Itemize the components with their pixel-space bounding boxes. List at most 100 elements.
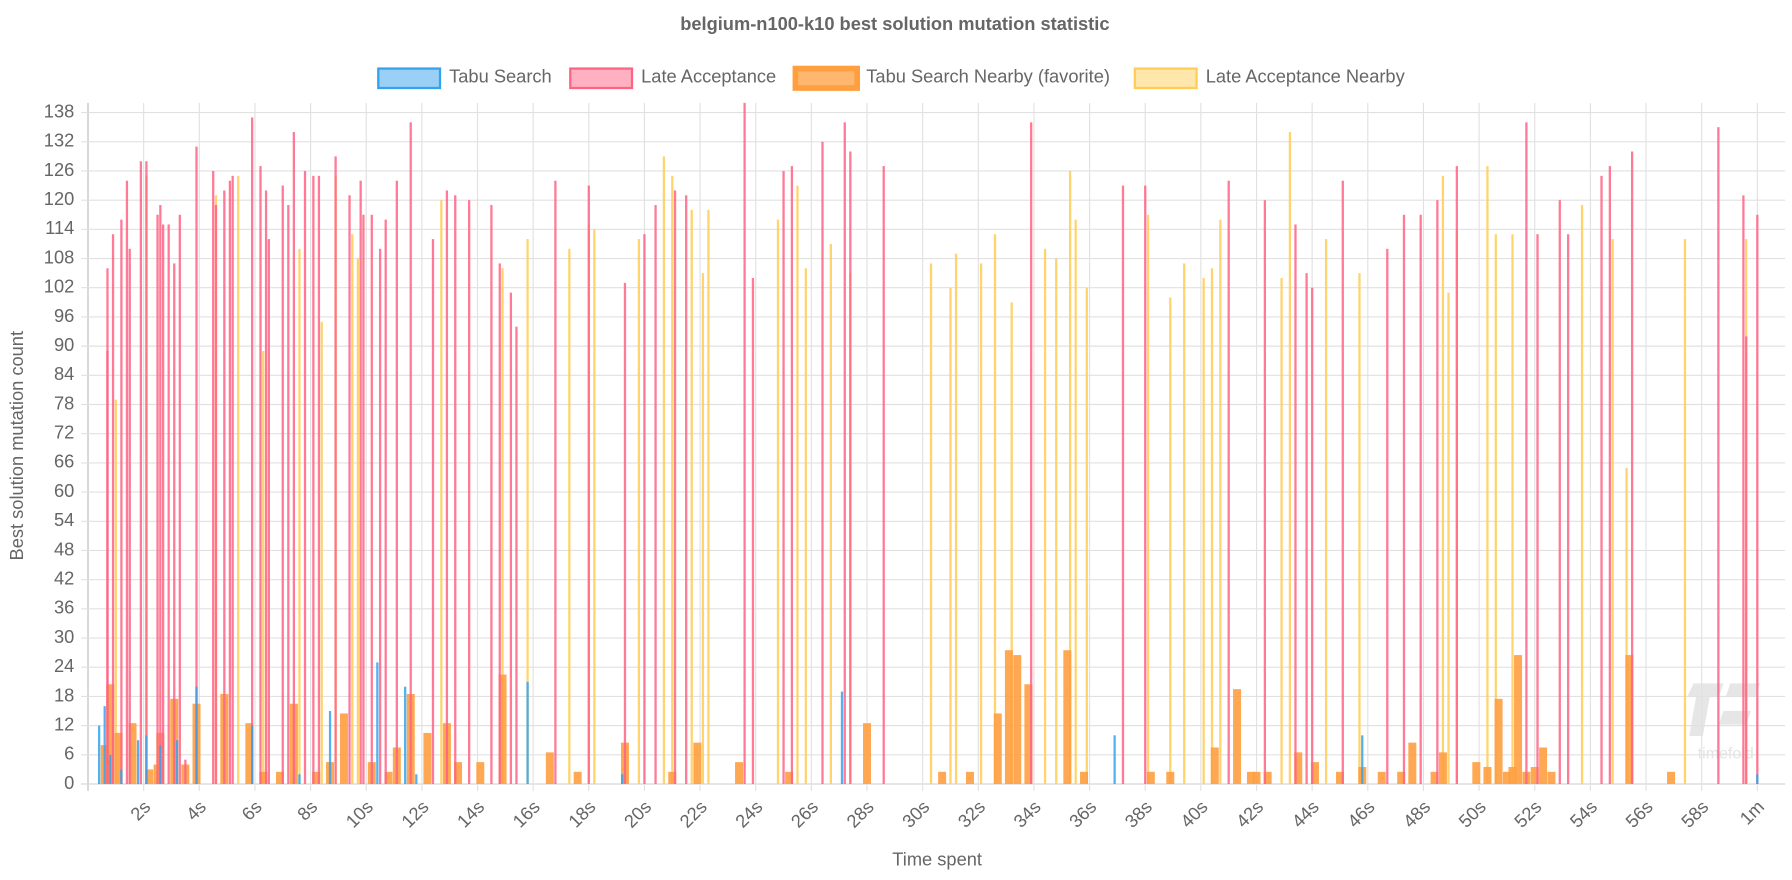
bar (1010, 302, 1013, 784)
x-tick-label: 12s (397, 796, 433, 832)
bar (312, 175, 315, 785)
bar (351, 234, 354, 785)
bar (1233, 689, 1242, 784)
bar (1305, 273, 1308, 784)
bar (1080, 771, 1089, 784)
x-tick-label: 24s (731, 796, 767, 832)
y-tick-label: 48 (54, 538, 74, 559)
bar (395, 180, 398, 785)
bar (267, 239, 270, 785)
bar (1063, 650, 1072, 784)
bar (145, 769, 154, 784)
bar (1494, 698, 1503, 784)
bar (120, 769, 123, 784)
bar (114, 732, 123, 784)
bar (1756, 774, 1759, 784)
bar (1502, 771, 1511, 784)
bar (178, 214, 181, 785)
bar (1455, 166, 1458, 785)
bar (1085, 287, 1088, 784)
watermark-text: timefold (1698, 746, 1754, 763)
bar (262, 350, 265, 784)
legend-swatch (569, 67, 634, 90)
x-tick-label: 34s (1009, 796, 1045, 832)
bar (790, 166, 794, 785)
bar (643, 234, 646, 785)
x-tick-label: 40s (1176, 796, 1212, 832)
bar (509, 292, 513, 784)
x-tick-label: 6s (237, 796, 265, 824)
bar (184, 759, 187, 784)
bar (1004, 650, 1013, 784)
bar (1630, 151, 1634, 785)
bar (804, 268, 807, 784)
bar (287, 205, 290, 784)
bar (1361, 735, 1364, 784)
bar (106, 684, 115, 784)
bar (929, 263, 933, 785)
y-tick-label: 138 (44, 100, 74, 121)
bar (103, 706, 106, 784)
bar (938, 771, 947, 784)
bar (1146, 771, 1155, 784)
bar (264, 190, 268, 785)
bar (468, 200, 471, 784)
bar (993, 234, 997, 785)
x-tick-label: 10s (341, 796, 377, 832)
bar (1324, 239, 1328, 785)
y-tick-label: 42 (54, 567, 74, 588)
bar (1169, 297, 1172, 784)
bar (404, 686, 407, 784)
x-tick-label: 52s (1510, 796, 1546, 832)
bar (1494, 234, 1497, 785)
bar (554, 180, 557, 785)
bar (701, 273, 705, 784)
bar (863, 723, 872, 784)
x-tick-label: 28s (842, 796, 878, 832)
bar (1511, 234, 1514, 785)
legend-swatch (792, 65, 860, 91)
bar (384, 771, 393, 784)
x-tick-label: 36s (1065, 796, 1101, 832)
bar (298, 248, 301, 785)
legend-label: Late Acceptance (641, 66, 776, 87)
chart-title: belgium-n100-k10 best solution mutation … (680, 13, 1109, 34)
bar (843, 122, 846, 785)
x-tick-label: 58s (1677, 796, 1713, 832)
y-tick-label: 84 (54, 363, 74, 384)
bar (159, 745, 162, 784)
bar (298, 774, 301, 784)
bar (1386, 248, 1389, 785)
bar (1246, 771, 1255, 784)
bar (1441, 175, 1445, 785)
bar (693, 742, 702, 784)
bar (1667, 771, 1676, 784)
bar (498, 263, 501, 785)
legend-label: Tabu Search Nearby (favorite) (866, 66, 1110, 87)
bar (128, 248, 131, 785)
bar (251, 117, 254, 784)
bar (1483, 766, 1492, 784)
bar (1166, 771, 1175, 784)
bar (1227, 180, 1230, 785)
bar (359, 180, 362, 785)
bar (593, 229, 596, 784)
bar (1024, 684, 1033, 784)
bar (1508, 766, 1517, 784)
y-tick-label: 60 (54, 480, 74, 501)
y-tick-label: 90 (54, 334, 74, 355)
x-tick-label: 44s (1287, 796, 1323, 832)
bar (1580, 205, 1584, 784)
bar (161, 224, 165, 784)
bar (251, 725, 254, 784)
bar (526, 239, 529, 785)
bar (1438, 752, 1447, 784)
bar (139, 161, 143, 784)
bar (409, 122, 412, 785)
y-tick-label: 24 (54, 655, 74, 676)
bar (1377, 771, 1386, 784)
bar (1600, 175, 1603, 785)
bar (671, 175, 674, 785)
bar (156, 214, 159, 785)
